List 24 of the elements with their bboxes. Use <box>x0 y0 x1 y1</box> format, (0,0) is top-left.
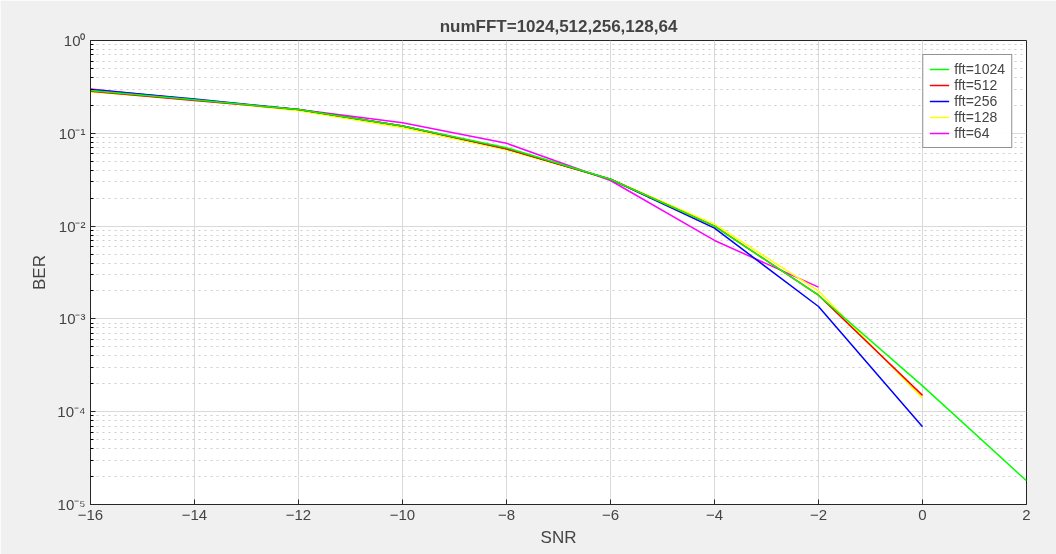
x-tick-label: −10 <box>389 505 416 523</box>
x-axis-title: SNR <box>540 527 577 547</box>
chart-title: numFFT=1024,512,256,128,64 <box>439 16 678 36</box>
x-tick-label: −8 <box>497 505 516 523</box>
y-tick-label: 10⁻¹ <box>58 124 86 142</box>
y-tick-label: 10⁰ <box>63 32 86 49</box>
x-tick-label: −2 <box>809 505 828 523</box>
line-series <box>90 89 1027 482</box>
legend-label: fft=1024 <box>954 61 1005 77</box>
y-tick-label: 10⁻² <box>58 217 86 235</box>
y-tick-label: 10⁻⁵ <box>57 496 86 513</box>
x-tick-label: −4 <box>705 505 724 523</box>
x-tick-label: −12 <box>285 505 312 523</box>
x-tick-label: 2 <box>1022 505 1031 523</box>
legend-label: fft=512 <box>954 77 998 93</box>
x-tick-label: −6 <box>601 505 620 523</box>
legend-label: fft=256 <box>954 93 998 109</box>
x-tick-label: −14 <box>181 505 208 523</box>
y-tick-label: 10⁻³ <box>58 310 86 328</box>
y-tick-label: 10⁻⁴ <box>57 403 86 421</box>
x-tick-label: 0 <box>918 505 927 523</box>
legend-label: fft=64 <box>954 125 990 141</box>
legend-label: fft=128 <box>954 109 998 125</box>
y-axis-title: BER <box>30 255 50 290</box>
